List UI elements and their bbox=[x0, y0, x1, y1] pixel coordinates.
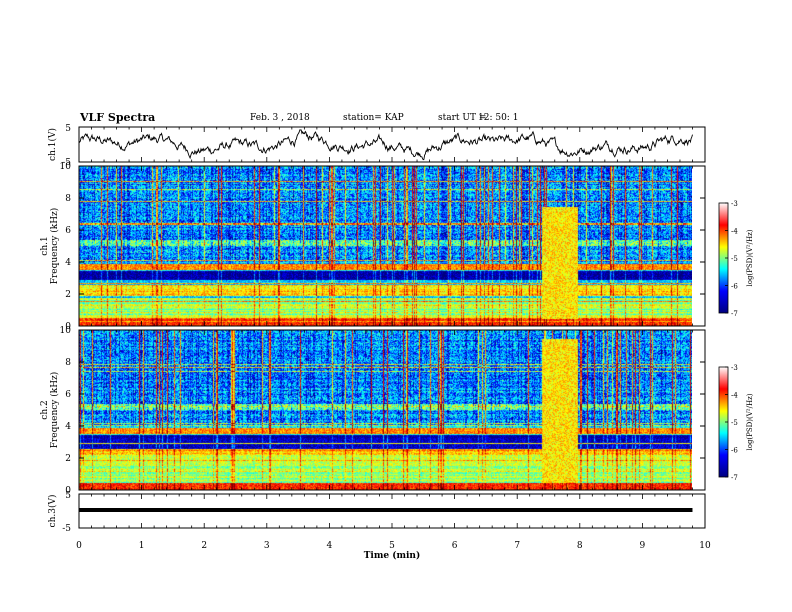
plot-border bbox=[78, 126, 706, 163]
x-tick-label: 3 bbox=[264, 541, 270, 551]
colorbar-tick-label: -4 bbox=[731, 392, 738, 400]
x-tick-label: 2 bbox=[201, 541, 207, 551]
figure-title: VLF Spectra bbox=[80, 111, 156, 124]
colorbar-label: log(PSD)(V²/Hz) bbox=[746, 229, 754, 286]
x-tick-label: 5 bbox=[389, 541, 395, 551]
y-axis-label: ch.3(V) bbox=[47, 495, 58, 528]
start-time-value: 12: 50: 1 bbox=[478, 113, 519, 123]
x-tick-label: 9 bbox=[640, 541, 646, 551]
colorbar-tick-label: -4 bbox=[731, 228, 738, 236]
y-tick-label: 6 bbox=[65, 390, 71, 400]
date-label: Feb. 3 , 2018 bbox=[250, 113, 310, 123]
x-axis-label: Time (min) bbox=[364, 550, 421, 561]
station-label: station= KAP bbox=[343, 113, 404, 123]
y-tick-label: 8 bbox=[65, 358, 71, 368]
panel-1-frame: 5 -5 ch.1(V) bbox=[47, 124, 706, 168]
y-tick-label: 4 bbox=[65, 258, 71, 268]
y-tick-label: 0 bbox=[65, 486, 71, 496]
ch2-colorbar: -3 -4 -5 -6 -7 log(PSD)(V²/Hz) bbox=[718, 364, 754, 482]
x-tick-label: 6 bbox=[452, 541, 458, 551]
channel-label: ch.1 bbox=[40, 236, 50, 255]
y-tick-label: 4 bbox=[65, 422, 71, 432]
x-tick-label: 0 bbox=[76, 541, 82, 551]
colorbar-tick-label: -7 bbox=[731, 474, 738, 482]
ch1-waveform-line bbox=[78, 129, 693, 161]
x-tick-label: 7 bbox=[514, 541, 520, 551]
y-tick-label: -5 bbox=[62, 158, 71, 168]
colorbar-tick-label: -5 bbox=[731, 255, 738, 263]
y-tick-label: 10 bbox=[60, 162, 72, 172]
ch1-spectrogram-image bbox=[79, 166, 692, 326]
ch2-spectrogram-image bbox=[79, 330, 692, 490]
y-axis-label: ch.1(V) bbox=[47, 128, 58, 161]
colorbar-label: log(PSD)(V²/Hz) bbox=[746, 393, 754, 450]
panel-4-frame: 5 -5 ch.3(V) 0 1 2 3 4 5 6 7 8 9 10 Time (min) bbox=[47, 491, 711, 561]
y-tick-label: 2 bbox=[65, 454, 71, 464]
y-tick-label: 5 bbox=[65, 124, 71, 134]
x-tick-label: 10 bbox=[699, 541, 711, 551]
colorbar-tick-label: -3 bbox=[731, 200, 738, 208]
y-tick-label: 10 bbox=[60, 326, 72, 336]
x-tick-label: 8 bbox=[577, 541, 583, 551]
start-ut-label: start UT = bbox=[438, 113, 487, 123]
colorbar-tick-label: -6 bbox=[731, 283, 738, 291]
y-tick-label: -5 bbox=[62, 524, 71, 534]
y-tick-label: 5 bbox=[65, 491, 71, 501]
x-tick-label: 1 bbox=[139, 541, 145, 551]
y-tick-label: 6 bbox=[65, 226, 71, 236]
y-axis-label: Frequency (kHz) bbox=[49, 208, 60, 285]
panel-3-frame: 0 2 4 6 8 10 ch.2 Frequency (kHz) bbox=[40, 326, 706, 496]
colorbar-tick-label: -7 bbox=[731, 310, 738, 318]
colorbar-tick-label: -5 bbox=[731, 419, 738, 427]
colorbar-tick-label: -6 bbox=[731, 447, 738, 455]
y-tick-label: 2 bbox=[65, 290, 71, 300]
channel-label: ch.2 bbox=[40, 400, 50, 419]
y-tick-label: 8 bbox=[65, 194, 71, 204]
y-tick-label: 0 bbox=[65, 322, 71, 332]
x-tick-label: 4 bbox=[327, 541, 333, 551]
panel-2-frame: 0 2 4 6 8 10 ch.1 Frequency (kHz) bbox=[40, 162, 706, 332]
colorbar-tick-label: -3 bbox=[731, 364, 738, 372]
y-axis-label: Frequency (kHz) bbox=[49, 372, 60, 449]
ch1-colorbar: -3 -4 -5 -6 -7 log(PSD)(V²/Hz) bbox=[718, 200, 754, 318]
